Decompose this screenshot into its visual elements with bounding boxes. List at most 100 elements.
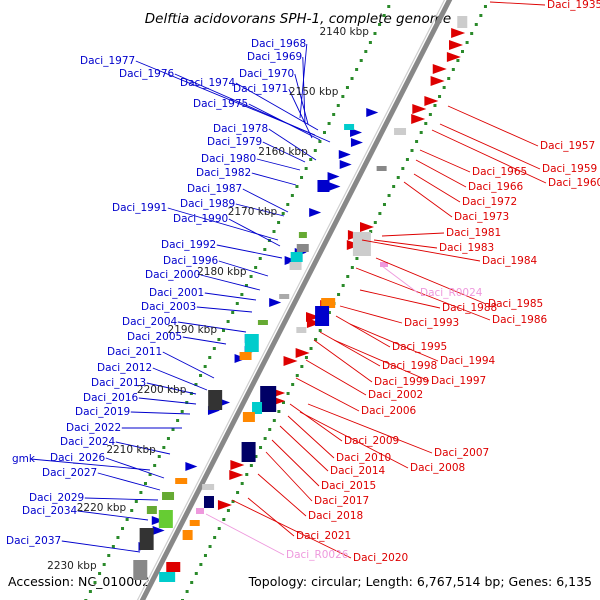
gene-label-forward[interactable]: Daci_2037	[6, 535, 61, 547]
gene-label-forward[interactable]: Daci_2005	[127, 331, 182, 343]
gene-feature[interactable]	[344, 124, 355, 130]
gene-label-reverse[interactable]: Daci_1988	[442, 302, 497, 314]
gene-label-reverse[interactable]: Daci_1981	[446, 227, 501, 239]
gene-label-reverse[interactable]: Daci_2007	[434, 447, 489, 459]
gene-feature[interactable]	[241, 442, 256, 462]
gene-feature[interactable]	[352, 232, 371, 256]
gene-label-reverse[interactable]: Daci_1959	[542, 163, 597, 175]
gene-label-reverse[interactable]: Daci_1984	[482, 255, 538, 267]
gene-feature[interactable]	[309, 208, 322, 217]
gene-feature[interactable]	[290, 252, 303, 262]
gene-feature[interactable]	[360, 222, 375, 232]
gene-label-forward[interactable]: Daci_1987	[187, 183, 242, 195]
gene-feature[interactable]	[328, 182, 341, 191]
gene-feature[interactable]	[185, 462, 198, 471]
gene-feature[interactable]	[269, 298, 282, 307]
gene-label-forward[interactable]: Daci_2024	[60, 436, 116, 448]
gene-label-forward[interactable]: Daci_2026	[50, 452, 106, 464]
gene-label-forward[interactable]: Daci_2003	[141, 301, 196, 313]
gene-feature[interactable]	[350, 128, 363, 137]
gene-label-reverse[interactable]: Daci_1960	[548, 177, 600, 189]
gene-feature[interactable]	[244, 334, 259, 352]
gene-label-forward[interactable]: Daci_1991	[112, 202, 167, 214]
gene-feature[interactable]	[242, 412, 255, 422]
gene-label-forward[interactable]: Daci_1969	[247, 51, 302, 63]
gene-feature[interactable]	[449, 40, 464, 50]
rna-feature[interactable]	[196, 508, 204, 514]
gene-label-forward[interactable]: Daci_2013	[91, 377, 146, 389]
gene-feature[interactable]	[338, 150, 351, 159]
gene-feature[interactable]	[284, 256, 297, 265]
gene-feature[interactable]	[151, 516, 164, 525]
gene-feature[interactable]	[133, 560, 148, 580]
gene-label-reverse[interactable]: Daci_2006	[361, 405, 417, 417]
gene-label-reverse[interactable]: Daci_2021	[296, 530, 351, 542]
gene-label-reverse[interactable]: Daci_1997	[431, 375, 486, 387]
gene-feature[interactable]	[230, 460, 245, 470]
gene-label-forward[interactable]: Daci_2016	[83, 392, 139, 404]
gene-feature[interactable]	[202, 484, 215, 490]
gene-feature[interactable]	[295, 348, 310, 358]
gene-feature[interactable]	[306, 318, 321, 328]
gene-feature[interactable]	[394, 128, 407, 135]
gene-feature[interactable]	[252, 402, 263, 414]
gene-feature[interactable]	[296, 327, 307, 333]
gene-label-reverse[interactable]: Daci_2010	[336, 452, 391, 464]
gene-feature[interactable]	[159, 572, 176, 582]
gene-label-forward[interactable]: Daci_1976	[119, 68, 175, 80]
gene-label-forward[interactable]: Daci_2027	[42, 467, 97, 479]
gene-label-forward[interactable]: Daci_2029	[29, 492, 84, 504]
gene-label-forward[interactable]: Daci_1971	[233, 83, 288, 95]
gene-label-reverse[interactable]: Daci_2008	[410, 462, 465, 474]
gene-label-forward[interactable]: Daci_1977	[80, 55, 135, 67]
gene-label-reverse[interactable]: Daci_1986	[492, 314, 548, 326]
gene-label-reverse[interactable]: Daci_1998	[382, 360, 437, 372]
gene-label-reverse[interactable]: Daci_1994	[440, 355, 496, 367]
gene-feature[interactable]	[457, 16, 468, 28]
gene-feature[interactable]	[446, 52, 461, 62]
gene-feature[interactable]	[376, 166, 387, 171]
rna-label[interactable]: Daci_R0026	[286, 549, 349, 561]
gene-feature[interactable]	[239, 352, 252, 360]
gene-label-forward[interactable]: Daci_1990	[173, 213, 228, 225]
gene-label-forward[interactable]: Daci_2004	[122, 316, 178, 328]
gene-feature[interactable]	[315, 306, 330, 326]
gene-label-forward[interactable]: Daci_1992	[161, 239, 216, 251]
gene-feature[interactable]	[321, 298, 336, 308]
gene-feature[interactable]	[317, 180, 330, 192]
gene-feature[interactable]	[189, 520, 200, 526]
gene-feature[interactable]	[327, 172, 340, 181]
gene-label-reverse[interactable]: Daci_1965	[472, 166, 527, 178]
gene-label-forward[interactable]: Daci_1982	[196, 167, 251, 179]
gene-label-forward[interactable]: Daci_1989	[180, 198, 235, 210]
gene-feature[interactable]	[339, 160, 352, 169]
gene-label-reverse[interactable]: Daci_1999	[374, 376, 429, 388]
gene-feature[interactable]	[146, 506, 157, 514]
gene-feature[interactable]	[257, 320, 268, 325]
gene-label-reverse[interactable]: Daci_1972	[462, 196, 517, 208]
gene-label-forward[interactable]: Daci_2011	[107, 346, 162, 358]
gene-feature[interactable]	[182, 530, 193, 540]
gene-feature[interactable]	[158, 510, 173, 528]
gene-feature[interactable]	[366, 108, 379, 117]
gene-feature[interactable]	[283, 356, 298, 366]
gene-label-forward[interactable]: Daci_1979	[207, 136, 262, 148]
gene-feature[interactable]	[350, 138, 363, 147]
gene-label-forward[interactable]: Daci_2000	[145, 269, 200, 281]
gene-feature[interactable]	[203, 496, 214, 508]
gene-label-reverse[interactable]: Daci_2020	[353, 552, 408, 564]
gene-label-reverse[interactable]: Daci_1966	[468, 181, 524, 193]
gene-label-forward[interactable]: Daci_2019	[75, 406, 130, 418]
gene-label-reverse[interactable]: Daci_1935	[547, 0, 600, 11]
gene-label-reverse[interactable]: Daci_2014	[330, 465, 386, 477]
gene-feature[interactable]	[166, 562, 181, 572]
gene-label-forward[interactable]: Daci_1975	[193, 98, 248, 110]
gene-label-forward[interactable]: Daci_2034	[22, 505, 78, 517]
gene-feature[interactable]	[432, 64, 447, 74]
gene-feature[interactable]	[152, 526, 165, 535]
rna-label[interactable]: Daci_R0024	[420, 287, 483, 299]
gene-feature[interactable]	[289, 262, 302, 270]
gene-label-forward[interactable]: Daci_2012	[97, 362, 152, 374]
gene-label-reverse[interactable]: Daci_1993	[404, 317, 459, 329]
gene-feature[interactable]	[260, 386, 277, 412]
